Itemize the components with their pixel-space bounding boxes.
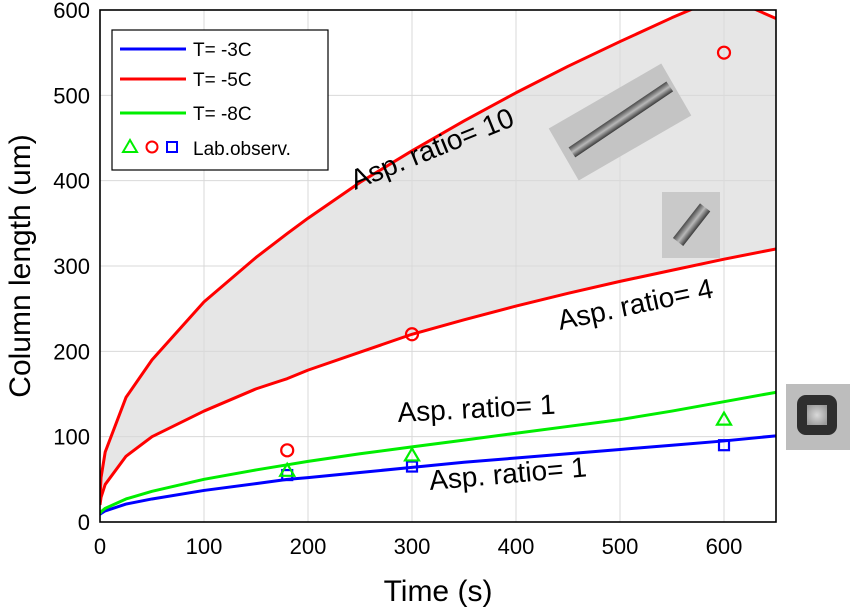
x-tick-label: 600: [706, 534, 743, 559]
short-column-crystal-photo: [662, 192, 720, 258]
long-column-crystal-photo: [548, 63, 692, 181]
legend-label-t-3c: T= -3C: [193, 40, 252, 61]
legend-label-t-5c: T= -5C: [193, 70, 252, 91]
plate-crystal-photo: [786, 384, 850, 450]
series-line-3: [100, 10, 776, 499]
y-axis-title: Column length (um): [4, 134, 37, 397]
series-line-2: [100, 247, 776, 506]
x-axis-title: Time (s): [384, 575, 493, 608]
legend-label-lab-observ: Lab.observ.: [193, 139, 291, 160]
plot-frame: [99, 9, 777, 523]
observation-circle-marker: [404, 327, 420, 342]
y-tick-label: 500: [53, 83, 90, 108]
y-tick-label: 100: [53, 425, 90, 450]
lab-observation-markers: [278, 45, 733, 482]
legend-box: [111, 29, 329, 171]
x-tick-label: 500: [602, 534, 639, 559]
y-tick-label: 200: [53, 339, 90, 364]
observation-circle-marker: [280, 443, 295, 458]
legend-square-marker: [166, 141, 178, 153]
legend-circle-marker: [145, 140, 159, 154]
x-tick-label: 400: [498, 534, 535, 559]
axis-tick-labels: 0 100 200 300 400 500 600 0 100 200 300 400 500 600: [53, 0, 742, 559]
observation-triangle-marker: [278, 461, 297, 477]
observation-triangle-marker: [715, 410, 733, 426]
x-tick-label: 200: [290, 534, 327, 559]
observation-square-marker: [717, 439, 731, 452]
y-tick-label: 400: [53, 169, 90, 194]
series-line-0: [100, 434, 776, 516]
y-tick-label: 600: [53, 0, 90, 23]
legend-triangle-marker: [121, 138, 139, 153]
legend-label-t-8c: T= -8C: [193, 104, 252, 125]
observation-circle-marker: [716, 45, 732, 60]
legend: T= -3C T= -5C T= -8C Lab.observ.: [111, 29, 329, 171]
series-line-1: [100, 390, 776, 515]
series-lines: [100, 10, 776, 516]
observation-triangle-marker: [403, 446, 421, 462]
x-tick-label: 300: [394, 534, 431, 559]
x-tick-label: 0: [94, 534, 106, 559]
x-tick-label: 100: [186, 534, 223, 559]
y-tick-label: 0: [78, 510, 90, 535]
y-tick-label: 300: [53, 254, 90, 279]
